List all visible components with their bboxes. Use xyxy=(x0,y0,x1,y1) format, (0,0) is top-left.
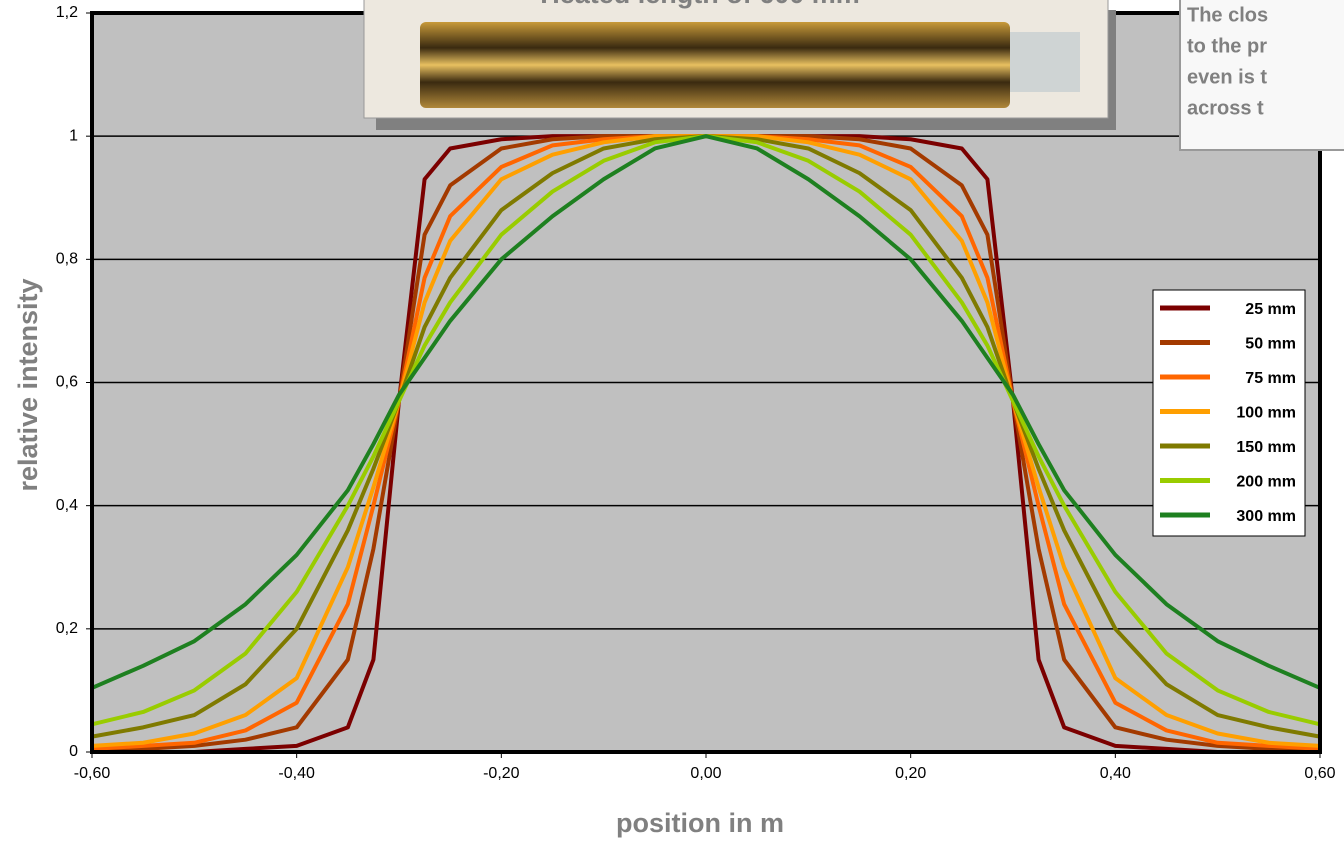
chart-title: Heated length of 600 mm xyxy=(540,0,860,9)
legend-label: 100 mm xyxy=(1236,405,1296,422)
x-tick-label: -0,60 xyxy=(74,765,111,782)
x-tick-label: 0,00 xyxy=(690,765,721,782)
y-tick-label: 0,2 xyxy=(56,620,78,637)
x-tick-label: -0,20 xyxy=(483,765,520,782)
legend-label: 200 mm xyxy=(1236,474,1296,491)
legend-label: 50 mm xyxy=(1245,336,1296,353)
annotation: The clos to the pr even is t across t xyxy=(1179,0,1344,151)
photo xyxy=(363,0,1116,130)
annotation-line: even is t xyxy=(1187,66,1267,88)
x-tick-label: 0,60 xyxy=(1304,765,1335,782)
y-tick-label: 0,4 xyxy=(56,497,78,514)
legend: 25 mm 50 mm 75 mm 100 mm 150 mm 200 mm 300 mm xyxy=(1152,289,1306,537)
series-line xyxy=(91,134,1321,690)
y-tick-label: 0 xyxy=(69,743,78,760)
x-tick-label: 0,40 xyxy=(1100,765,1131,782)
legend-label: 75 mm xyxy=(1245,370,1296,387)
y-tick-label: 0,6 xyxy=(56,374,78,391)
y-tick-label: 1,2 xyxy=(56,4,78,21)
annotation-line: The clos xyxy=(1187,4,1268,26)
annotation-line: across t xyxy=(1187,97,1264,119)
y-tick-label: 1 xyxy=(69,127,78,144)
x-tick-label: 0,20 xyxy=(895,765,926,782)
annotation-line: to the pr xyxy=(1187,35,1267,57)
y-axis-title: relative intensity xyxy=(13,278,43,491)
y-tick-label: 0,8 xyxy=(56,251,78,268)
legend-label: 300 mm xyxy=(1236,508,1296,525)
legend-label: 150 mm xyxy=(1236,439,1296,456)
x-tick-label: -0,40 xyxy=(278,765,315,782)
legend-label: 25 mm xyxy=(1245,301,1296,318)
x-axis-title: position in m xyxy=(616,808,784,838)
